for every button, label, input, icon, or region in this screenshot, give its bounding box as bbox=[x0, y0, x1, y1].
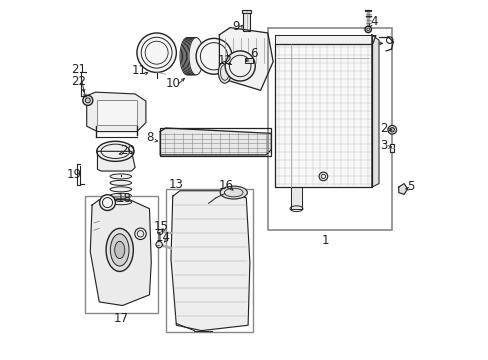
Polygon shape bbox=[290, 187, 301, 209]
Bar bbox=[274, 44, 371, 187]
Bar bbox=[244, 58, 253, 63]
Ellipse shape bbox=[110, 234, 129, 266]
Polygon shape bbox=[219, 28, 273, 90]
Circle shape bbox=[135, 228, 146, 239]
Ellipse shape bbox=[186, 38, 201, 75]
Ellipse shape bbox=[185, 38, 199, 75]
Ellipse shape bbox=[115, 241, 124, 258]
Polygon shape bbox=[90, 200, 151, 306]
Ellipse shape bbox=[187, 38, 202, 75]
Ellipse shape bbox=[110, 193, 131, 198]
Text: 4: 4 bbox=[370, 15, 377, 28]
Circle shape bbox=[158, 229, 163, 234]
Text: 15: 15 bbox=[153, 220, 168, 233]
Text: 7: 7 bbox=[369, 34, 377, 48]
Bar bbox=[165, 189, 253, 332]
Ellipse shape bbox=[188, 38, 203, 75]
Text: 18: 18 bbox=[117, 192, 132, 205]
Text: 1: 1 bbox=[321, 234, 328, 247]
Circle shape bbox=[387, 126, 396, 134]
Text: 9: 9 bbox=[232, 21, 239, 33]
Circle shape bbox=[137, 33, 176, 72]
Text: 16: 16 bbox=[218, 179, 233, 192]
Text: 14: 14 bbox=[155, 231, 170, 244]
Polygon shape bbox=[398, 184, 407, 194]
Text: 12: 12 bbox=[218, 54, 232, 67]
Ellipse shape bbox=[182, 38, 197, 75]
Polygon shape bbox=[171, 191, 249, 330]
Ellipse shape bbox=[106, 228, 133, 271]
Bar bbox=[160, 129, 270, 156]
Bar bbox=[243, 12, 249, 31]
Text: 20: 20 bbox=[120, 144, 135, 157]
Circle shape bbox=[100, 195, 115, 211]
Bar bbox=[389, 144, 394, 152]
Text: 13: 13 bbox=[168, 178, 183, 191]
Text: 21: 21 bbox=[71, 63, 86, 76]
Ellipse shape bbox=[180, 38, 194, 75]
Ellipse shape bbox=[183, 38, 198, 75]
Polygon shape bbox=[371, 35, 378, 187]
Polygon shape bbox=[86, 92, 145, 132]
Ellipse shape bbox=[220, 186, 247, 199]
Text: 6: 6 bbox=[249, 47, 257, 60]
Ellipse shape bbox=[110, 200, 131, 205]
Text: 2: 2 bbox=[380, 122, 387, 135]
Bar bbox=[97, 100, 137, 125]
Ellipse shape bbox=[110, 187, 131, 192]
Bar bbox=[85, 196, 158, 313]
Text: 8: 8 bbox=[146, 131, 154, 144]
Circle shape bbox=[389, 128, 394, 132]
Ellipse shape bbox=[110, 174, 131, 179]
Polygon shape bbox=[274, 44, 371, 187]
Polygon shape bbox=[160, 128, 271, 155]
Text: 5: 5 bbox=[406, 180, 413, 193]
Circle shape bbox=[319, 172, 327, 181]
Text: 17: 17 bbox=[114, 312, 129, 325]
Circle shape bbox=[85, 98, 90, 103]
Circle shape bbox=[364, 26, 371, 33]
Polygon shape bbox=[274, 35, 371, 44]
Circle shape bbox=[156, 241, 162, 248]
Text: 22: 22 bbox=[71, 75, 86, 88]
Circle shape bbox=[224, 51, 255, 81]
Ellipse shape bbox=[181, 38, 195, 75]
Circle shape bbox=[196, 39, 231, 74]
Bar bbox=[267, 28, 391, 230]
Text: 10: 10 bbox=[165, 77, 180, 90]
Circle shape bbox=[82, 95, 93, 105]
Ellipse shape bbox=[97, 141, 134, 161]
Ellipse shape bbox=[110, 180, 131, 185]
Text: 11: 11 bbox=[132, 64, 146, 77]
Bar bbox=[242, 10, 250, 13]
Polygon shape bbox=[97, 151, 135, 171]
Ellipse shape bbox=[218, 62, 231, 83]
Text: 3: 3 bbox=[380, 139, 387, 152]
Text: 19: 19 bbox=[66, 168, 81, 181]
